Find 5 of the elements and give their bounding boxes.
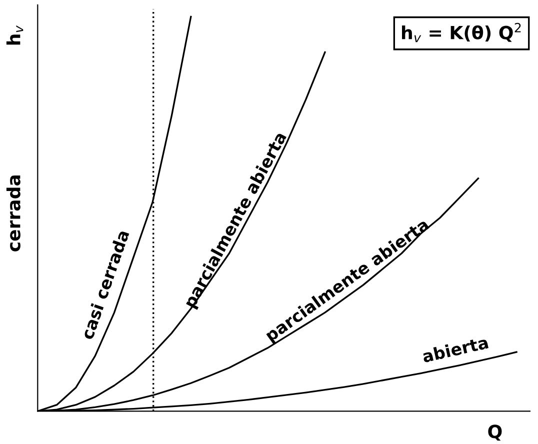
text: abierta [422, 336, 489, 363]
x-axis-title: Q [488, 424, 502, 441]
annotation: h$_{v}$ = K(θ) Q$^{2}$ [402, 22, 521, 42]
text: cerrada [6, 176, 20, 252]
y-axis-title: h$_{v}$ [6, 25, 24, 45]
